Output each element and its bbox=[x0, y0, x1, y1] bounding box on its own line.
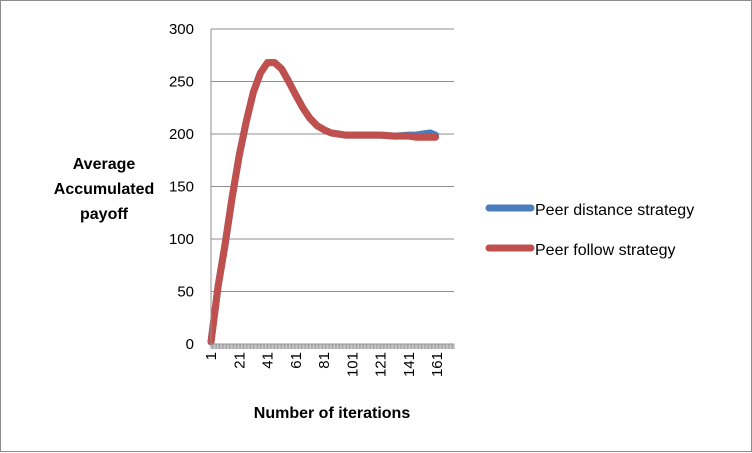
y-axis-title-line-3: payoff bbox=[80, 206, 129, 223]
y-axis-title-line-2: Accumulated bbox=[54, 181, 154, 198]
y-tick-label-250: 250 bbox=[169, 74, 194, 91]
y-tick-label-100: 100 bbox=[169, 231, 194, 248]
y-tick-label-50: 50 bbox=[177, 284, 194, 301]
x-tick-label-61: 61 bbox=[288, 352, 305, 369]
y-tick-label-0: 0 bbox=[186, 336, 194, 353]
legend: Peer distance strategy Peer follow strat… bbox=[485, 202, 694, 259]
legend-label-peer-distance: Peer distance strategy bbox=[535, 202, 694, 219]
x-tick-label-21: 21 bbox=[231, 352, 248, 369]
x-tick-label-41: 41 bbox=[260, 352, 277, 369]
y-axis-title-line-1: Average bbox=[73, 156, 136, 173]
series-line-peer-distance bbox=[207, 59, 440, 346]
y-tick-label-200: 200 bbox=[169, 126, 194, 143]
x-tick-label-121: 121 bbox=[373, 352, 390, 377]
gridlines bbox=[211, 28, 454, 292]
x-tick-label-101: 101 bbox=[344, 352, 361, 377]
legend-label-peer-follow: Peer follow strategy bbox=[535, 242, 676, 259]
x-tick-labels: 1 21 41 61 81 101 121 141 161 bbox=[203, 352, 446, 377]
y-tick-label-300: 300 bbox=[169, 21, 194, 38]
x-tick-label-81: 81 bbox=[316, 352, 333, 369]
y-tick-label-150: 150 bbox=[169, 179, 194, 196]
series-layer bbox=[207, 59, 440, 346]
x-tick-label-141: 141 bbox=[401, 352, 418, 377]
x-tick-label-161: 161 bbox=[429, 352, 446, 377]
series-line-peer-follow bbox=[207, 59, 440, 346]
y-tick-labels: 0 50 100 150 200 250 300 bbox=[169, 21, 194, 353]
x-tick-label-1: 1 bbox=[203, 352, 220, 360]
axes bbox=[210, 29, 455, 349]
x-axis-title: Number of iterations bbox=[254, 405, 411, 422]
